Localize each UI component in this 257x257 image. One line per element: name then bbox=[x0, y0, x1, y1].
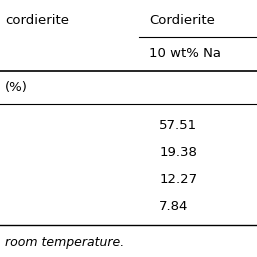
Text: 12.27: 12.27 bbox=[159, 173, 197, 186]
Text: cordierite: cordierite bbox=[5, 14, 69, 27]
Text: room temperature.: room temperature. bbox=[5, 236, 124, 249]
Text: 7.84: 7.84 bbox=[159, 200, 189, 213]
Text: (%): (%) bbox=[5, 81, 28, 94]
Text: 19.38: 19.38 bbox=[159, 146, 197, 159]
Text: 10 wt% Na: 10 wt% Na bbox=[149, 48, 221, 60]
Text: Cordierite: Cordierite bbox=[149, 14, 215, 27]
Text: 57.51: 57.51 bbox=[159, 120, 197, 132]
